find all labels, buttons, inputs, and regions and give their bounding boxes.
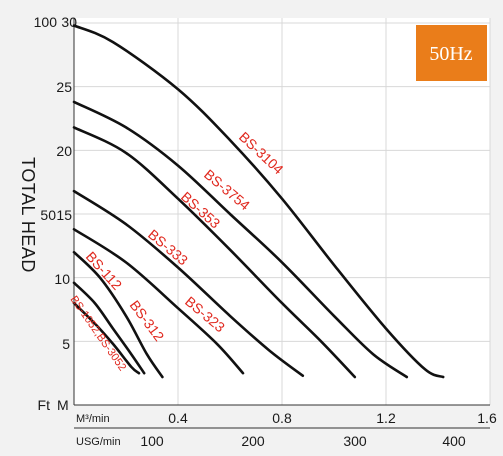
x-unit-usg: USG/min xyxy=(76,436,121,448)
y-tick-20: 20 xyxy=(56,143,72,159)
y-tick-15: 15 xyxy=(56,207,72,223)
curves xyxy=(72,24,445,379)
x-tick-usg-100: 100 xyxy=(140,433,164,449)
y-unit-m: M xyxy=(57,397,69,413)
curve-bs-333 xyxy=(72,189,305,377)
x-tick-usg-300: 300 xyxy=(343,433,367,449)
y-unit-ft: Ft xyxy=(38,397,51,413)
y-tick-10: 10 xyxy=(54,271,70,287)
curve-bs-1052 xyxy=(72,301,141,375)
x-tick-0.8: 0.8 xyxy=(272,410,292,426)
frequency-badge xyxy=(416,25,487,81)
x-tick-usg-400: 400 xyxy=(442,433,466,449)
y-tick-ft-100: 100 xyxy=(34,14,58,30)
x-tick-usg-200: 200 xyxy=(241,433,265,449)
y-tick-30: 30 xyxy=(61,14,77,30)
y-tick-5: 5 xyxy=(62,336,70,352)
y-axis-title: TOTAL HEAD xyxy=(18,157,38,273)
frequency-badge-label: 50Hz xyxy=(429,43,472,65)
grid xyxy=(74,18,491,405)
curve-bs-312 xyxy=(72,250,164,379)
x-unit-m3: M³/min xyxy=(76,413,110,425)
curve-bs-3754 xyxy=(72,100,409,379)
y-tick-ft-50: 50 xyxy=(40,207,56,223)
curve-bs-3104 xyxy=(72,24,445,379)
x-tick-1.6: 1.6 xyxy=(477,410,497,426)
curve-bs-353 xyxy=(72,126,357,379)
curve-bs-323 xyxy=(72,228,245,375)
x-tick-1.2: 1.2 xyxy=(376,410,396,426)
curve-bs-112 xyxy=(72,281,146,375)
x-tick-0.4: 0.4 xyxy=(168,410,188,426)
y-tick-25: 25 xyxy=(56,79,72,95)
